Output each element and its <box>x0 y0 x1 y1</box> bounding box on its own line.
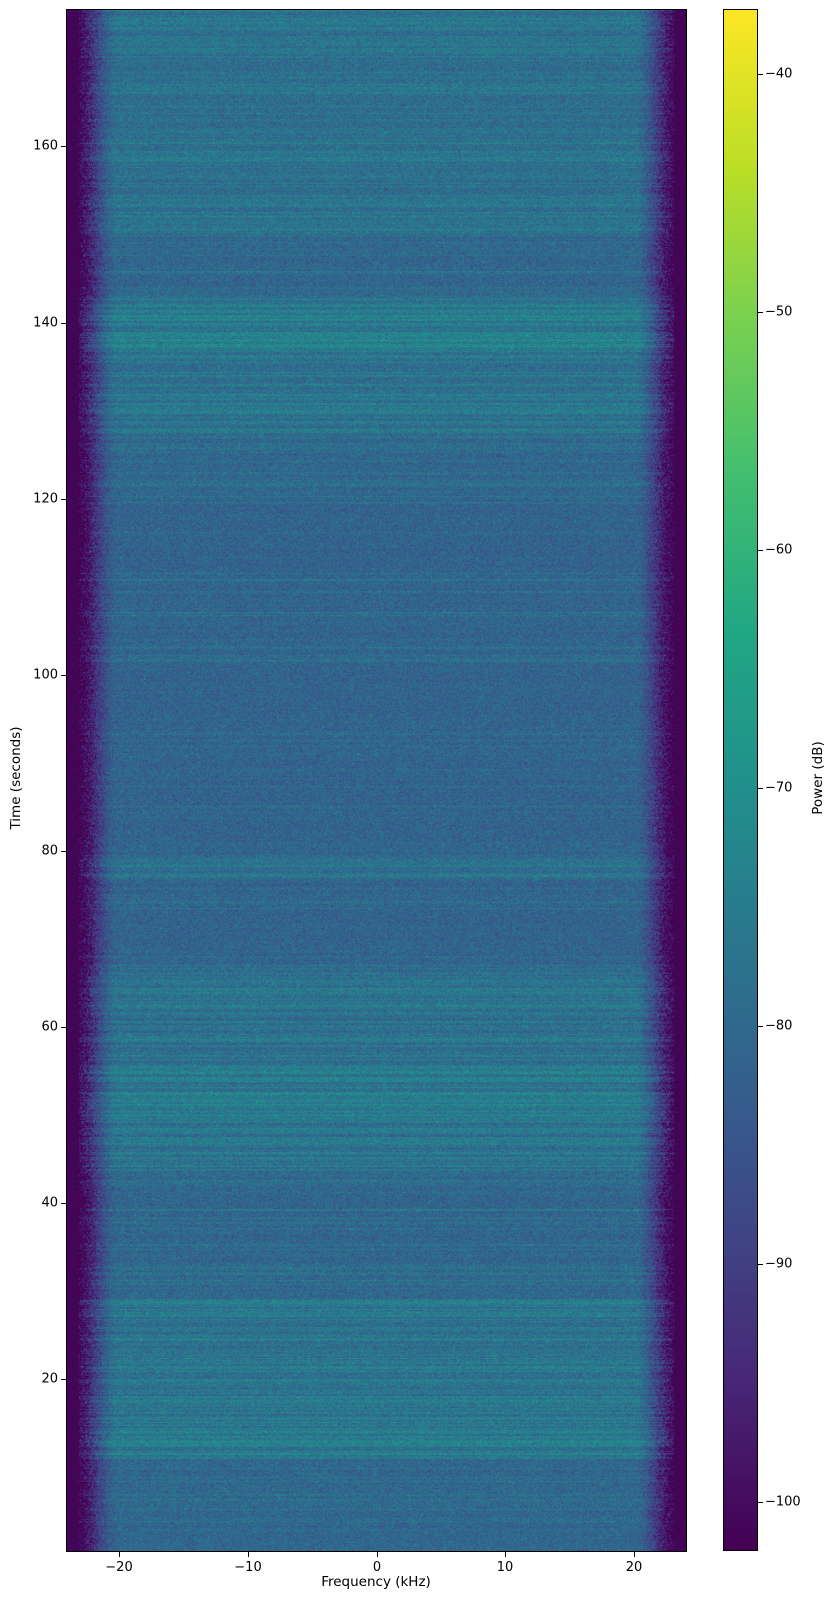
y-tick-mark <box>61 851 66 852</box>
x-tick-label: −20 <box>105 1560 133 1575</box>
y-tick-label: 100 <box>33 667 58 683</box>
cbar-tick-label: −90 <box>765 1256 793 1272</box>
cbar-tick-mark <box>758 1264 763 1265</box>
y-tick-label: 160 <box>33 138 58 154</box>
cbar-tick-mark <box>758 1026 763 1027</box>
cbar-tick-mark <box>758 312 763 313</box>
cbar-tick-label: −70 <box>765 780 793 796</box>
cbar-tick-mark <box>758 788 763 789</box>
x-tick-label: 20 <box>625 1560 643 1575</box>
y-tick-label: 80 <box>41 843 58 859</box>
x-tick-mark <box>377 1552 378 1557</box>
y-tick-mark <box>61 1379 66 1380</box>
y-tick-mark <box>61 1027 66 1028</box>
y-tick-label: 140 <box>33 315 58 331</box>
y-tick-mark <box>61 499 66 500</box>
cbar-tick-label: −40 <box>765 66 793 82</box>
spectrogram-heatmap-image <box>67 10 686 1551</box>
y-tick-mark <box>61 1203 66 1204</box>
y-axis-label: Time (seconds) <box>8 726 24 830</box>
x-tick-mark <box>248 1552 249 1557</box>
y-tick-mark <box>61 323 66 324</box>
x-tick-mark <box>505 1552 506 1557</box>
cbar-tick-label: −80 <box>765 1018 793 1034</box>
y-tick-label: 40 <box>41 1195 58 1211</box>
cbar-tick-label: −50 <box>765 304 793 320</box>
x-tick-mark <box>119 1552 120 1557</box>
y-tick-mark <box>61 675 66 676</box>
y-tick-label: 120 <box>33 491 58 507</box>
y-tick-label: 20 <box>41 1371 58 1387</box>
cbar-tick-mark <box>758 550 763 551</box>
x-tick-label: 0 <box>372 1560 382 1575</box>
cbar-tick-mark <box>758 1502 763 1503</box>
cbar-tick-label: −60 <box>765 542 793 558</box>
colorbar-label: Power (dB) <box>810 741 826 815</box>
colorbar-gradient <box>724 10 757 1550</box>
cbar-tick-mark <box>758 74 763 75</box>
x-axis-label: Frequency (kHz) <box>321 1574 431 1590</box>
y-tick-label: 60 <box>41 1019 58 1035</box>
x-tick-label: −10 <box>234 1560 262 1575</box>
cbar-tick-label: −100 <box>765 1494 801 1510</box>
y-tick-mark <box>61 146 66 147</box>
x-tick-label: 10 <box>496 1560 514 1575</box>
x-tick-mark <box>634 1552 635 1557</box>
